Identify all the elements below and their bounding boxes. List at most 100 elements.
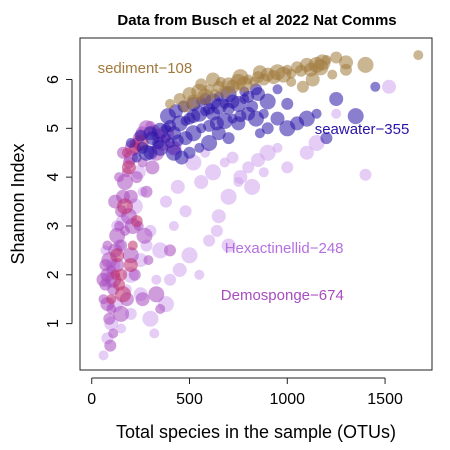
sediment-point [186,94,201,109]
seawater-point [272,84,283,95]
x-tick-label: 1500 [367,391,403,408]
sediment-point [206,72,220,87]
sediment-point [249,76,259,87]
demosponge_dark-point [110,269,121,280]
demosponge-point [96,272,111,287]
seawater-point [298,110,315,127]
seawater-point [259,93,276,110]
hexactinellid-point [220,188,237,205]
seawater-point [131,152,142,163]
demosponge-point [113,305,130,322]
hexactinellid-point [164,273,176,286]
demosponge-point [145,160,160,175]
hexactinellid-point [142,310,159,327]
hexactinellid-point [258,167,269,178]
hexactinellid-point [194,175,209,189]
seawater-point [329,92,344,106]
demosponge-point [108,328,119,339]
hexactinellid-point [221,238,236,253]
hexactinellid-point [281,161,294,174]
demosponge-point [99,259,112,271]
hexactinellid-point [172,262,187,277]
demosponge-point [104,339,117,352]
sediment-point [165,98,175,109]
seawater-point [261,122,274,135]
hexactinellid-point [160,195,172,208]
y-tick-label: 4 [45,173,62,182]
sediment-point [232,69,249,86]
hexactinellid-point [98,350,109,361]
chart-title: Data from Busch et al 2022 Nat Comms [117,12,396,29]
seawater-point [138,144,155,161]
demosponge_dark-point [117,198,133,215]
y-tick-label: 2 [45,270,62,279]
demosponge-point [148,286,165,303]
y-tick-label: 3 [45,221,62,230]
annotation-label: Hexactinellid−248 [225,240,344,257]
annotations-layer: sediment−108 seawater−355 Hexactinellid−24… [98,60,410,304]
hexactinellid-point [149,328,160,339]
demosponge-point [164,244,176,257]
demosponge-point [135,292,150,307]
plot-frame [79,37,433,371]
seawater-point [211,126,226,141]
hexactinellid-point [382,79,396,94]
demosponge_dark-point [113,278,126,291]
y-tick-label: 5 [45,124,62,133]
x-axis-label: Total species in the sample (OTUs) [116,422,396,442]
y-axis-label: Shannon Index [8,143,28,264]
hexactinellid-point [299,145,314,160]
seawater-point [246,100,259,113]
hexactinellid-point [181,247,198,264]
sediment-point [209,89,220,100]
hexactinellid-point [116,323,127,334]
y-axis: 1 2 3 4 5 6 [45,75,73,328]
seawater-point [279,120,296,137]
seawater-point [370,81,381,92]
demosponge_dark-point [130,215,143,228]
hexactinellid-point [168,221,179,231]
sediment-point [197,88,214,105]
demosponge-point [140,185,153,198]
sediment-point [330,51,343,64]
sediment-point [295,64,307,77]
seawater-point [194,142,205,153]
seawater-point [347,108,364,125]
sediment-point [305,72,320,87]
seawater-point [160,108,176,125]
hexactinellid-point [194,269,205,280]
demosponge-point [114,172,125,183]
demosponge_dark-point [110,248,125,263]
demosponge-point [143,255,154,266]
annotation-label: seawater−355 [315,121,410,138]
seawater-point [231,116,246,131]
points-layer [96,50,424,361]
seawater-point [281,97,294,110]
demosponge-point [155,304,166,314]
hexactinellid-point [259,144,276,161]
hexactinellid-point [152,242,169,259]
hexactinellid-point [203,234,216,247]
seawater-point [201,135,218,151]
hexactinellid-point [170,179,185,194]
sediment-point [314,54,331,71]
demosponge-point [102,240,113,251]
hexactinellid-point [359,168,372,181]
hexactinellid-point [233,170,248,185]
sediment-point [327,69,338,80]
demosponge_dark-point [106,294,117,305]
sediment-point [357,56,374,73]
demosponge-point [130,171,143,184]
demosponge-point [136,227,153,244]
demosponge-point [110,258,125,272]
demosponge_dark-point [121,160,136,175]
hexactinellid-point [151,274,162,285]
seawater-point [320,132,333,145]
hexactinellid-point [226,151,239,164]
sediment-point [413,50,424,61]
seawater-point [258,108,269,119]
hexactinellid-point [179,205,192,218]
seawater-point [254,128,265,139]
hexactinellid-point [331,108,342,119]
